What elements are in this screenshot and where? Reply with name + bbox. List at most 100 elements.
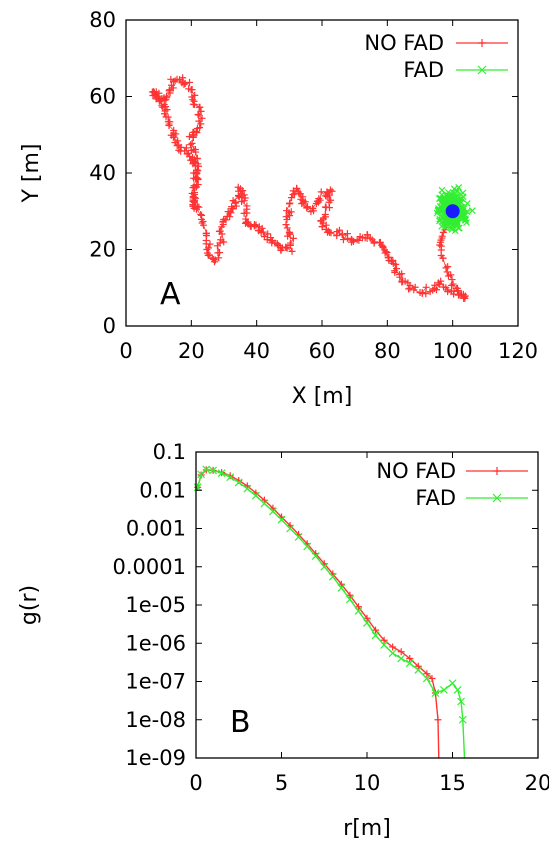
panel-a-no-fad-point	[440, 283, 448, 291]
panel-a-ytick-label: 0	[103, 314, 116, 338]
panel-a-legend: NO FAD FAD	[364, 31, 508, 82]
panel-a-no-fad-point	[384, 254, 392, 262]
panel-a-no-fad-point	[411, 283, 419, 291]
panel-a-no-fad-point	[166, 89, 174, 97]
panel-b-fad-point	[458, 715, 467, 724]
panel-a-no-fad-point	[382, 248, 390, 256]
panel-b-no-fad-point	[397, 648, 405, 656]
panel-b-no-fad-point	[389, 643, 397, 651]
panel-a-fad-point	[459, 189, 467, 197]
panel-a-no-fad-point	[450, 290, 458, 298]
panel-b-fad-point	[328, 572, 337, 581]
panel-a-no-fad-point	[398, 277, 406, 285]
panel-b-marks	[193, 465, 467, 759]
panel-a-xtick-label: 120	[498, 339, 538, 363]
panel-a-no-fad-point	[194, 203, 202, 211]
panel-a-no-fad-point	[288, 247, 296, 255]
panel-a-no-fad-point	[260, 233, 268, 241]
panel-a-no-fad-point	[448, 276, 456, 284]
panel-a-no-fad-point	[202, 229, 210, 237]
panel-a-fad-point	[450, 185, 458, 193]
panel-a-ytick-label: 20	[89, 238, 116, 262]
panel-a-no-fad-point	[317, 188, 325, 196]
panel-a-no-fad-point	[196, 103, 204, 111]
panel-b-fad-point	[294, 533, 303, 541]
panel-b-fad-point	[217, 469, 226, 478]
panel-a-no-fad-point	[239, 187, 247, 195]
panel-a-no-fad-point	[228, 205, 236, 213]
panel-a-marks	[148, 74, 476, 302]
panel-a-no-fad-point	[235, 193, 243, 201]
panel-b-label: B	[230, 705, 251, 740]
panel-a-no-fad-point	[303, 203, 311, 211]
panel-a-xtick-label: 60	[309, 339, 336, 363]
panel-b-fad-point	[260, 499, 269, 508]
panel-a-no-fad-point	[286, 212, 294, 220]
panel-a-no-fad-point	[438, 232, 446, 240]
panel-b-fad-point	[277, 515, 286, 524]
panel-b-ytick-label: 1e-05	[125, 593, 186, 617]
panel-a-no-fad-point	[282, 221, 290, 229]
panel-b-fad-point	[388, 649, 397, 658]
panel-a-no-fad-point	[169, 133, 177, 141]
panel-a-no-fad-point	[153, 93, 161, 101]
panel-a-no-fad-point	[197, 215, 205, 223]
panel-b-no-fad-point	[423, 670, 431, 678]
panel-a-no-fad-point	[167, 75, 175, 83]
panel-a-no-fad-point	[335, 226, 343, 234]
panel-a-no-fad-point	[439, 254, 447, 262]
panel-a-no-fad-point	[211, 256, 219, 264]
panel-a-fad-point	[463, 208, 471, 216]
panel-b-fad-point	[320, 562, 329, 571]
panel-a-no-fad-point	[227, 209, 235, 217]
panel-a-no-fad-point	[449, 280, 457, 288]
panel-a-no-fad-point	[193, 155, 201, 163]
panel-a-no-fad-point	[288, 194, 296, 202]
panel-a-no-fad-point	[289, 234, 297, 242]
panel-a-no-fad-point	[393, 265, 401, 273]
panel-a-no-fad-point	[405, 285, 413, 293]
panel-a-no-fad-point	[434, 279, 442, 287]
panel-a-no-fad-point	[439, 228, 447, 236]
panel-b-fad-point	[303, 542, 312, 551]
panel-a-no-fad-point	[189, 197, 197, 205]
panel-a-no-fad-point	[436, 241, 444, 249]
panel-a-no-fad-point	[190, 198, 198, 206]
panel-a-no-fad-point	[218, 223, 226, 231]
panel-a-no-fad-point	[347, 235, 355, 243]
panel-a-no-fad-point	[416, 289, 424, 297]
panel-a-no-fad-point	[283, 224, 291, 232]
panel-a-ytick-label: 80	[89, 8, 116, 32]
panel-a-fad-point	[438, 186, 446, 194]
panel-a-no-fad-point	[192, 127, 200, 135]
panel-b-ytick-label: 1e-06	[125, 631, 186, 655]
panel-a-no-fad-point	[194, 174, 202, 182]
panel-a-no-fad-point	[187, 156, 195, 164]
panel-a-no-fad-point	[431, 281, 439, 289]
panel-a-no-fad-point	[203, 246, 211, 254]
panel-a-no-fad-point	[198, 114, 206, 122]
panel-a-no-fad-point	[333, 232, 341, 240]
panel-a-no-fad-point	[184, 149, 192, 157]
panel-b-fad-point	[422, 674, 431, 683]
panel-b-fad-point	[414, 666, 423, 674]
panel-b-fad-point	[431, 689, 440, 697]
panel-b-xlabel: r[m]	[343, 816, 391, 841]
legend-a-no-fad-marker	[478, 39, 486, 47]
panel-a-no-fad-point	[160, 110, 168, 118]
panel-a-no-fad-point	[205, 244, 213, 252]
panel-a-no-fad-point	[436, 280, 444, 288]
panel-b-fad-point	[209, 466, 218, 475]
panel-a-no-fad-point	[254, 226, 262, 234]
panel-a-frame	[125, 19, 519, 327]
panel-a-no-fad-point	[196, 124, 204, 132]
panel-a-no-fad-point	[171, 77, 179, 85]
panel-b-fad-point	[363, 618, 371, 627]
panel-b-ylabel: g(r)	[17, 585, 42, 625]
panel-a-fad-point	[451, 227, 459, 235]
panel-a-fad-point	[433, 209, 441, 217]
panel-b-fad-point	[311, 552, 320, 561]
panel-a-chart: 0 20 40 60 80 100 120 0 20 40 60 80 X [m] Y [m] A N…	[19, 8, 538, 409]
panel-a-no-fad-point	[159, 103, 167, 111]
